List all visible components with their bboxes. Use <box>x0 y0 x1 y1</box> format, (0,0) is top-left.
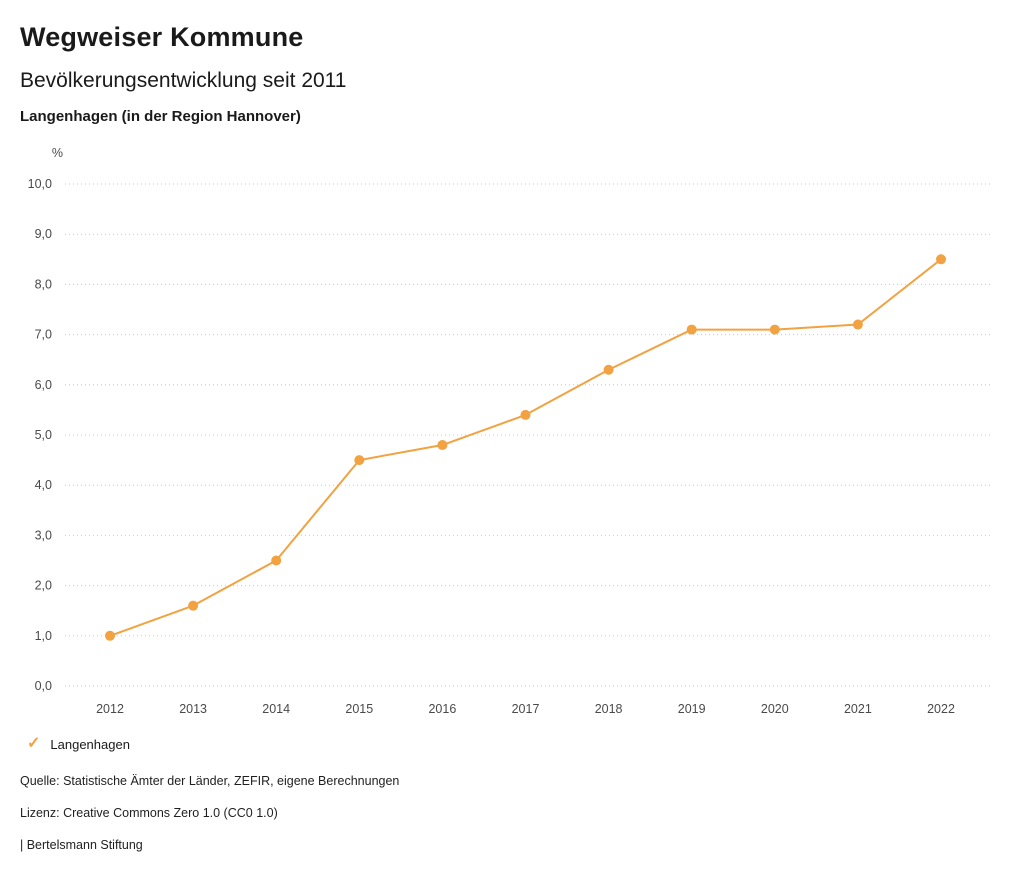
x-tick-label: 2018 <box>595 702 623 716</box>
y-tick-label: 9,0 <box>35 227 52 241</box>
y-tick-label: 7,0 <box>35 328 52 342</box>
y-tick-label: 6,0 <box>35 378 52 392</box>
x-tick-label: 2014 <box>262 702 290 716</box>
chart-footer: Quelle: Statistische Ämter der Länder, Z… <box>0 774 1024 852</box>
attribution-text: | Bertelsmann Stiftung <box>20 838 143 852</box>
line-chart: % 0,0 1,0 2,0 3,0 4,0 5,0 6,0 7,0 8,0 9,0 10,0 2012 2… <box>0 139 1024 724</box>
y-tick-label: 3,0 <box>35 528 52 542</box>
data-point[interactable] <box>686 324 697 335</box>
license-text: Lizenz: Creative Commons Zero 1.0 (CC0 1… <box>20 806 278 820</box>
source-text: Quelle: Statistische Ämter der Länder, Z… <box>20 774 400 788</box>
x-tick-label: 2013 <box>179 702 207 716</box>
y-axis-unit-label: % <box>52 146 63 160</box>
data-point[interactable] <box>769 324 780 335</box>
chart-subtitle: Langenhagen (in der Region Hannover) <box>20 108 301 125</box>
y-tick-label: 5,0 <box>35 428 52 442</box>
legend-item-langenhagen[interactable]: ✓ Langenhagen <box>0 736 1024 752</box>
y-tick-label: 8,0 <box>35 277 52 291</box>
x-tick-label: 2021 <box>844 702 872 716</box>
x-tick-label: 2016 <box>428 702 456 716</box>
y-tick-label: 2,0 <box>35 579 52 593</box>
x-tick-label: 2020 <box>761 702 789 716</box>
y-tick-label: 0,0 <box>35 679 52 693</box>
data-point[interactable] <box>271 555 282 566</box>
data-point[interactable] <box>520 409 531 420</box>
legend-check-icon: ✓ <box>27 735 41 752</box>
data-point[interactable] <box>603 364 614 375</box>
series-line <box>109 258 942 637</box>
legend-label: Langenhagen <box>50 736 130 752</box>
data-point[interactable] <box>105 630 115 641</box>
data-point[interactable] <box>437 440 448 451</box>
page-title: Wegweiser Kommune <box>20 22 304 52</box>
y-tick-label: 4,0 <box>35 478 52 492</box>
y-tick-label: 1,0 <box>35 629 52 643</box>
chart-title: Bevölkerungsentwicklung seit 2011 <box>20 69 347 92</box>
chart-canvas: % 0,0 1,0 2,0 3,0 4,0 5,0 6,0 7,0 8,0 9,0 10,0 2012 2… <box>28 146 990 716</box>
x-tick-label: 2019 <box>678 702 706 716</box>
y-tick-label: 10,0 <box>28 177 52 191</box>
x-tick-label: 2017 <box>512 702 540 716</box>
data-point[interactable] <box>188 600 199 611</box>
x-tick-label: 2015 <box>345 702 373 716</box>
data-point[interactable] <box>852 319 863 330</box>
x-tick-label: 2022 <box>927 702 955 716</box>
data-point[interactable] <box>936 254 946 265</box>
data-point[interactable] <box>354 455 365 466</box>
x-tick-label: 2012 <box>96 702 124 716</box>
